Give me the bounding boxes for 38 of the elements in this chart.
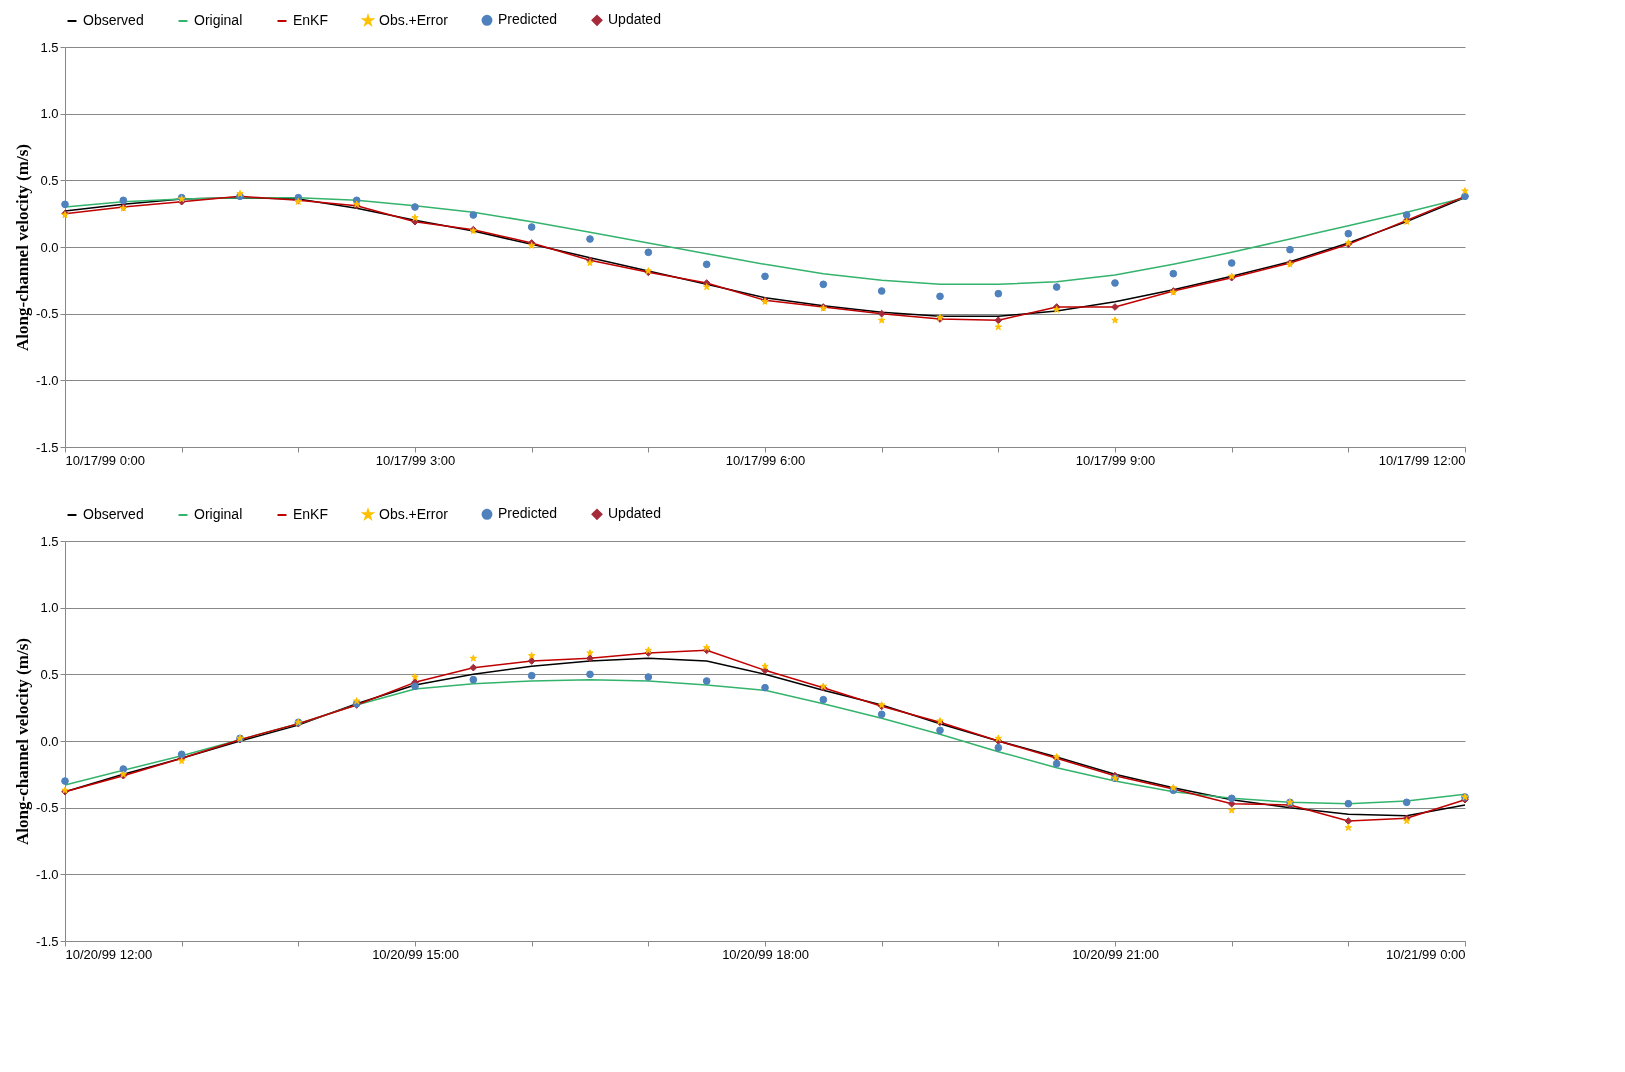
y-axis-title: Along-channel velocity (m/s) (13, 638, 33, 845)
legend-label: Observed (83, 12, 144, 28)
legend-label: Predicted (498, 505, 558, 522)
legend-label: Original (194, 12, 243, 28)
x-tick-label: 10/20/99 15:00 (372, 946, 459, 962)
y-tick-label: -1.0 (36, 372, 59, 388)
x-tick-label: 10/20/99 21:00 (1072, 946, 1159, 962)
y-tick-label: 0.5 (40, 666, 59, 682)
legend-label: EnKF (293, 12, 329, 28)
x-tick-label: 10/17/99 12:00 (1378, 452, 1466, 468)
y-tick-label: -1.5 (36, 439, 59, 455)
legend-label: Observed (83, 506, 144, 522)
legend-label: Obs.+Error (379, 11, 449, 28)
y-tick-label: -1.5 (36, 933, 59, 949)
legend-label: Updated (608, 505, 661, 522)
x-tick-label: 10/17/99 3:00 (375, 452, 456, 468)
y-tick-label: 1.5 (40, 39, 59, 55)
y-tick-label: -0.5 (36, 800, 59, 816)
y-tick-label: 1.0 (40, 600, 59, 616)
y-tick-label: 0.0 (40, 239, 59, 255)
y-axis-title: Along-channel velocity (m/s) (13, 144, 33, 351)
y-tick-label: 0.5 (40, 172, 59, 188)
x-tick-label: 10/20/99 18:00 (722, 946, 809, 962)
x-tick-label: 10/17/99 9:00 (1075, 452, 1156, 468)
y-tick-label: 1.0 (40, 106, 59, 122)
legend-label: Updated (608, 11, 661, 28)
y-tick-label: -0.5 (36, 306, 59, 322)
legend-label: Predicted (498, 11, 558, 28)
legend-label: EnKF (293, 506, 329, 522)
x-tick-label: 10/20/99 12:00 (65, 946, 153, 962)
legend-label: Obs.+Error (379, 505, 449, 522)
y-tick-label: 1.5 (40, 533, 59, 549)
x-tick-label: 10/17/99 6:00 (725, 452, 806, 468)
x-tick-label: 10/21/99 0:00 (1385, 946, 1466, 962)
y-tick-label: -1.0 (36, 866, 59, 882)
x-tick-label: 10/17/99 0:00 (65, 452, 146, 468)
y-tick-label: 0.0 (40, 733, 59, 749)
legend-label: Original (194, 506, 243, 522)
